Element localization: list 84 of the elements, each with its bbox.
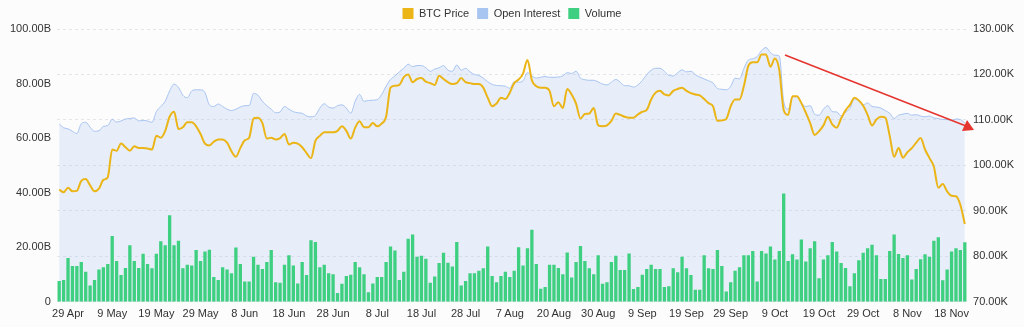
x-tick-label: 19 Sep <box>669 307 704 320</box>
bar <box>936 237 940 302</box>
legend-label: Open Interest <box>493 6 561 19</box>
bar <box>923 254 927 302</box>
x-tick-label: 18 Jun <box>272 307 306 320</box>
bar <box>530 229 534 302</box>
bar <box>167 215 172 302</box>
x-tick-label: 9 May <box>97 307 128 320</box>
bar <box>870 244 874 302</box>
bar <box>768 246 773 302</box>
x-tick-label: 29 Sep <box>713 307 749 320</box>
bar <box>393 250 397 302</box>
legend-label: Volume <box>584 6 622 19</box>
y2-tick-label: 130.00K <box>973 22 1015 35</box>
x-tick-label: 20 Aug <box>536 307 572 320</box>
bar <box>596 255 600 302</box>
bar <box>128 245 132 302</box>
bar <box>75 266 79 302</box>
y-tick-label: 100.00B <box>10 22 51 35</box>
bar <box>565 252 569 302</box>
bar <box>287 255 291 302</box>
bar <box>865 248 870 302</box>
bar <box>516 247 521 302</box>
bar <box>790 254 795 302</box>
bar <box>388 246 393 302</box>
x-tick-label: 8 Jul <box>365 307 389 320</box>
x-tick-label: 9 Oct <box>761 307 788 320</box>
bar <box>963 242 967 302</box>
x-tick-label: 28 Jul <box>450 307 481 320</box>
bar <box>410 234 415 302</box>
x-tick-label: 30 Aug <box>581 307 616 320</box>
bar <box>954 248 958 302</box>
bar <box>203 251 207 302</box>
bar <box>159 241 163 302</box>
bar <box>468 273 472 302</box>
x-tick-label: 8 Jun <box>231 307 259 320</box>
y2-tick-label: 80.00K <box>973 249 1009 262</box>
bar <box>932 240 936 302</box>
x-tick-label: 8 Nov <box>893 307 923 320</box>
bar <box>892 234 896 302</box>
x-tick-label: 18 Nov <box>934 307 970 320</box>
bar <box>499 275 503 302</box>
bar <box>733 270 737 302</box>
x-tick-label: 18 Jul <box>406 307 437 320</box>
bar <box>234 247 238 302</box>
bar <box>194 249 198 302</box>
line-series <box>58 53 966 226</box>
bar <box>680 256 684 302</box>
bar <box>66 257 70 302</box>
bar <box>782 193 786 302</box>
bar <box>309 240 313 302</box>
x-tick-label: 29 May <box>182 307 220 320</box>
bar <box>424 258 428 302</box>
y-tick-label: 60.00B <box>16 131 51 144</box>
bar <box>857 260 861 302</box>
bar <box>742 255 746 302</box>
y2-tick-label: 110.00K <box>973 112 1014 125</box>
x-tick-label: 9 Sep <box>627 307 657 320</box>
bar <box>331 274 335 302</box>
x-tick-label: 29 Oct <box>847 307 880 320</box>
y-tick-label: 0 <box>44 294 51 307</box>
bar <box>901 257 905 302</box>
x-tick-label: 19 May <box>138 307 175 320</box>
bar <box>552 264 556 302</box>
bar <box>477 270 481 302</box>
x-tick-label: 28 Jun <box>316 307 350 320</box>
bar <box>486 246 490 302</box>
y2-tick-label: 70.00K <box>973 294 1009 307</box>
bar <box>97 269 101 302</box>
y2-tick-label: 120.00K <box>973 67 1015 80</box>
bar <box>812 241 817 302</box>
bar <box>141 253 145 302</box>
y2-tick-label: 90.00K <box>973 203 1009 216</box>
y-tick-label: 40.00B <box>16 185 51 198</box>
y2-tick-label: 100.00K <box>973 158 1015 171</box>
bar <box>225 269 229 302</box>
bar <box>658 269 662 302</box>
y-tick-label: 80.00B <box>16 76 51 89</box>
x-tick-label: 29 Apr <box>52 307 85 320</box>
legend-label: BTC Price <box>419 6 470 19</box>
y-tick-label: 20.00B <box>16 240 51 253</box>
x-tick-label: 7 Aug <box>495 307 524 320</box>
bar <box>627 253 631 302</box>
x-tick-label: 19 Oct <box>802 307 836 320</box>
